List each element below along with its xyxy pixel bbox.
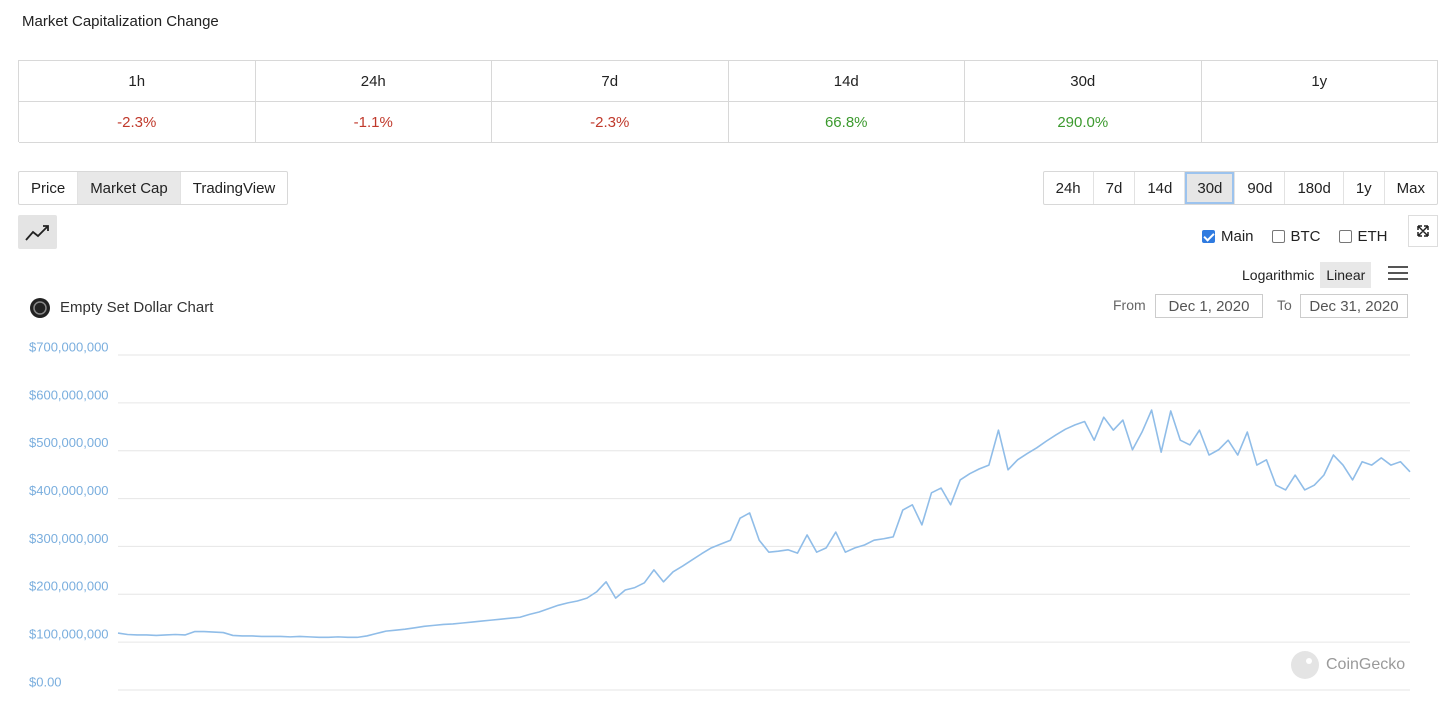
checkbox[interactable] [1338,230,1352,243]
series-toggle[interactable]: Main [1202,228,1254,245]
series-toggle[interactable]: BTC [1271,228,1321,245]
scale-options: Logarithmic Linear [1236,262,1372,288]
toggle-label: ETH [1357,228,1388,245]
to-date[interactable]: Dec 31, 2020 [1300,294,1408,318]
coin-icon-ring [33,301,47,315]
from-label: From [1113,297,1146,313]
scale-option[interactable]: Linear [1320,262,1372,288]
change-cell: -2.3% [19,102,256,143]
range-button[interactable]: 30d [1185,172,1236,204]
to-label: To [1277,297,1292,313]
chart-tab[interactable]: TradingView [192,179,276,197]
range-button[interactable]: 24h [1044,172,1094,204]
range-button[interactable]: 7d [1094,172,1136,204]
section-title: Market Capitalization Change [22,13,219,30]
range-button[interactable]: Max [1396,179,1425,197]
period-header: 1y [1201,61,1438,102]
coin-icon [30,298,50,318]
toggle-label: Main [1221,228,1254,245]
price-line [117,409,1411,639]
y-tick-label: $100,000,000 [29,627,109,642]
y-tick-label: $600,000,000 [29,387,109,402]
y-tick-label: $500,000,000 [29,435,109,450]
change-cell [1201,102,1438,143]
chart-tabs: Price Market Cap TradingView [18,171,289,205]
chart-title: Empty Set Dollar Chart [60,299,214,316]
checkbox[interactable] [1271,230,1285,243]
series-toggles: Main BTC ETH [1202,228,1388,245]
trend-icon [25,225,49,241]
series-toggle[interactable]: ETH [1338,228,1388,245]
credit: CoinGecko [1326,656,1406,673]
range-button[interactable]: 1y [1344,172,1385,204]
y-tick-label: $300,000,000 [29,531,109,546]
from-date[interactable]: Dec 1, 2020 [1155,294,1263,318]
range-button[interactable]: 14d [1135,172,1186,204]
checkbox[interactable] [1202,230,1215,243]
toggle-label: BTC [1290,228,1321,245]
credit-logo [1291,651,1319,679]
y-tick-label: $200,000,000 [29,579,109,594]
y-tick-label: $0.00 [29,674,62,689]
range-button[interactable]: 180d [1285,172,1344,204]
period-header: 7d [492,61,729,102]
y-tick-label: $400,000,000 [29,483,109,498]
change-cell: 66.8% [728,102,965,143]
range-buttons: 24h 7d 14d 30d 90d 180d 1y Max [1042,171,1438,205]
period-header: 24h [255,61,492,102]
credit-logo-eye [1306,658,1312,664]
scale-option[interactable]: Logarithmic [1242,267,1315,283]
expand-button[interactable] [1408,215,1438,247]
chart-tab[interactable]: Market Cap [78,172,181,204]
menu-button[interactable] [1388,266,1408,280]
chart-type-button[interactable] [18,215,57,249]
change-table: 1h 24h 7d 14d 30d 1y -2.3% -1.1% -2.3% 66.8% 290.0… [18,60,1438,143]
change-cell: -1.1% [255,102,492,143]
range-button[interactable]: 90d [1235,172,1286,204]
change-cell: 290.0% [965,102,1202,143]
period-header: 14d [728,61,965,102]
change-cell: -2.3% [492,102,729,143]
y-tick-label: $700,000,000 [29,339,109,354]
chart-tab[interactable]: Price [19,172,79,204]
period-header: 30d [965,61,1202,102]
expand-icon [1417,225,1429,237]
period-header: 1h [19,61,256,102]
